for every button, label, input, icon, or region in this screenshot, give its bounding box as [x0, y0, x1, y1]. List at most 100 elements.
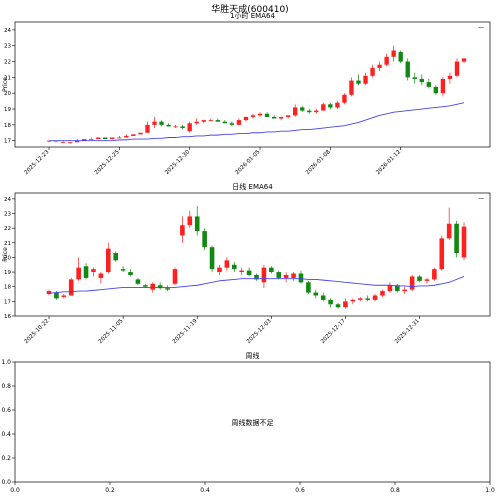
chart-panel-2: 日线 EMA64 16 17 18 19 20 21 22 23 24 Price 2025-10-2…: [2, 182, 491, 345]
candle-body: [454, 223, 459, 254]
candle-body: [173, 126, 178, 128]
y-tick-label: 21: [4, 75, 11, 81]
candle-body: [461, 226, 467, 258]
x-tick-label: 0.6: [295, 487, 305, 494]
y-tick-label: 24: [4, 28, 11, 34]
candle-body: [74, 140, 80, 143]
candle-body: [165, 288, 170, 290]
candle-body: [447, 75, 453, 79]
y-tick-label: 17: [4, 299, 11, 305]
candle-body: [350, 299, 356, 302]
candle-body: [152, 121, 157, 125]
x-tick-label: 2025-11-05: [98, 318, 125, 345]
y-tick-label: 19: [4, 107, 11, 113]
y-tick-label: 23: [4, 44, 11, 50]
candle-body: [145, 124, 150, 133]
candle-body: [343, 301, 348, 308]
candle-body: [96, 137, 101, 140]
candle-body: [110, 137, 115, 140]
x-tick-label: 2026-01-05: [235, 149, 262, 176]
candle-body: [117, 137, 122, 139]
candle-body: [91, 269, 96, 273]
candle-body: [172, 269, 178, 284]
y-tick-label: 18: [4, 123, 11, 129]
candle-body: [76, 267, 81, 280]
candle-body: [298, 273, 304, 283]
candle-body: [138, 132, 143, 135]
candle-body: [143, 285, 148, 287]
candle-body: [314, 110, 319, 113]
candle-body: [377, 64, 382, 68]
candle-body: [254, 275, 259, 280]
candle-body: [432, 269, 437, 280]
plot-frame: [14, 21, 491, 148]
candle-body: [264, 113, 270, 117]
candle-body: [405, 61, 410, 78]
candle-body: [243, 116, 249, 121]
candle-body: [433, 86, 439, 94]
candle-body: [293, 107, 298, 116]
candle-body: [278, 116, 284, 119]
candle-body: [113, 253, 118, 261]
candle-body: [246, 270, 252, 275]
y-tick-label: 22: [4, 60, 11, 66]
y-tick-label: 1.0: [1, 359, 11, 366]
candle-body: [269, 267, 274, 273]
candle-body: [131, 134, 136, 136]
candle-body: [446, 223, 452, 239]
x-tick-label: 2026-01-08: [305, 149, 332, 176]
x-tick-label: 2025-12-17: [320, 318, 347, 345]
candle-body: [391, 50, 396, 57]
candle-body: [61, 295, 67, 297]
x-tick-label: 2025-11-19: [172, 318, 199, 345]
candle-body: [124, 135, 129, 138]
candle-body: [135, 279, 141, 284]
candle-body: [402, 289, 408, 292]
candle-body: [209, 247, 215, 270]
candle-body: [159, 121, 164, 125]
x-tick-label: 0.8: [390, 487, 400, 494]
candle-body: [321, 104, 326, 111]
y-tick-label: 0.2: [1, 455, 11, 462]
y-tick-label: 18: [4, 285, 11, 291]
candle-body: [187, 216, 193, 226]
candle-body: [320, 295, 326, 300]
candle-body: [412, 77, 417, 79]
y-tick-label: 19: [4, 270, 11, 276]
candle-body: [372, 295, 378, 300]
plot-frame: [14, 361, 491, 483]
candle-body: [229, 123, 235, 125]
candle-body: [68, 279, 74, 296]
candle-body: [387, 285, 393, 292]
candle-body: [98, 273, 104, 278]
y-axis-label: Price: [2, 247, 9, 262]
candle-body: [202, 231, 207, 248]
legend-entry: —: [478, 24, 484, 31]
chart-panel-1: 1小时 EMA64 17 18 19 20 21 22 23 24 Price 2025-12-23…: [2, 11, 491, 176]
candle-body: [67, 142, 73, 144]
candle-body: [307, 110, 312, 113]
candle-body: [222, 121, 228, 124]
candle-body: [300, 107, 305, 111]
candle-body: [261, 267, 267, 283]
empty-message: 周线数据不足: [232, 418, 274, 427]
candle-body: [103, 137, 108, 140]
ema-line: [48, 276, 465, 294]
candle-body: [357, 298, 363, 300]
candle-body: [306, 282, 311, 293]
candle-body: [328, 299, 333, 305]
candle-body: [461, 58, 467, 62]
y-tick-label: 0.0: [1, 479, 11, 486]
candle-body: [439, 238, 445, 270]
panel-title: 周线: [246, 351, 260, 360]
candle-body: [128, 272, 133, 275]
x-tick-label: 2025-12-23: [24, 149, 51, 176]
y-tick-label: 16: [4, 314, 11, 320]
y-tick-label: 24: [4, 197, 11, 203]
candle-body: [54, 292, 59, 299]
x-tick-label: 0.4: [200, 487, 210, 494]
candle-body: [257, 113, 263, 116]
candle-body: [217, 267, 222, 273]
candle-body: [60, 142, 66, 144]
